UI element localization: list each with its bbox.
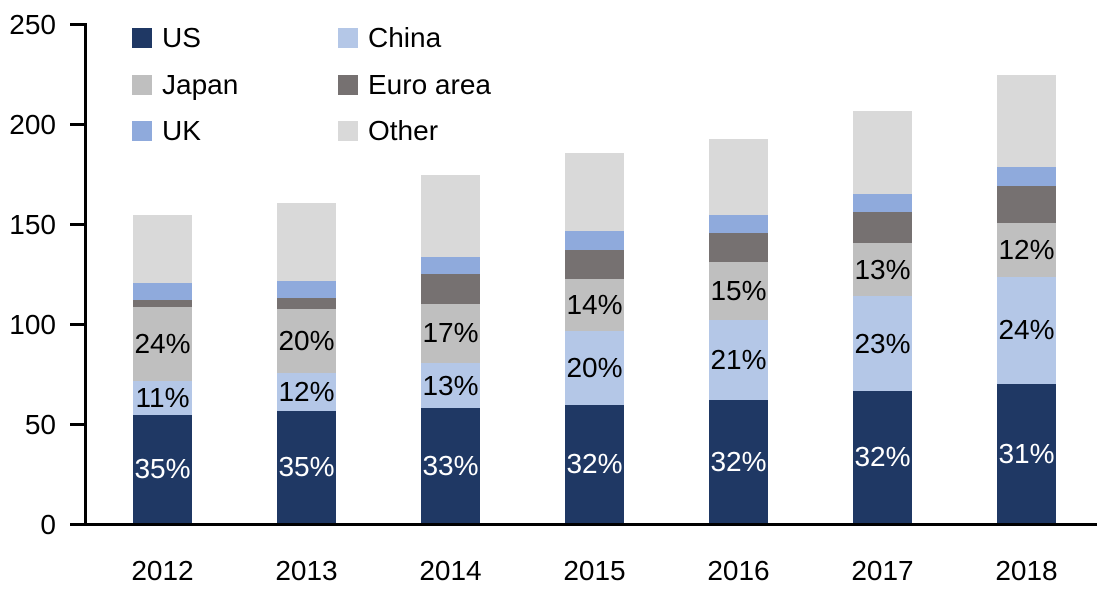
bar-segment-2012-japan <box>133 307 192 382</box>
bar-segment-2013-china <box>277 372 336 411</box>
bar-segment-2014-us <box>421 408 480 523</box>
segment-label-2015-us: 32% <box>566 447 623 479</box>
x-axis-category-label: 2014 <box>419 555 482 586</box>
segment-label-2016-japan: 15% <box>710 274 767 306</box>
segment-label-2018-china: 24% <box>998 314 1055 346</box>
bar-segment-2015-japan <box>565 278 624 331</box>
y-axis-tick <box>70 23 87 26</box>
bar-segment-2018-other <box>997 75 1056 167</box>
legend-label-euro-area: Euro area <box>368 69 491 100</box>
segment-label-2014-us: 33% <box>422 449 479 481</box>
bar-segment-2015-us <box>565 404 624 523</box>
bar-segment-2015-uk <box>565 231 624 251</box>
segment-label-2014-japan: 17% <box>422 317 479 349</box>
bar-segment-2017-uk <box>853 194 912 212</box>
bar-segment-2016-other <box>709 139 768 216</box>
bar-segment-2018-uk <box>997 166 1056 187</box>
segment-label-2015-japan: 14% <box>566 288 623 320</box>
legend-swatch-us <box>132 28 152 48</box>
bar-segment-2018-japan <box>997 222 1056 277</box>
segment-label-2017-japan: 13% <box>854 253 911 285</box>
bar-segment-2015-china <box>565 330 624 405</box>
bar-segment-2013-euro-area <box>277 298 336 309</box>
y-axis-tick-label: 0 <box>40 509 56 540</box>
bar-segment-2012-us <box>133 415 192 523</box>
bar-segment-2012-china <box>133 381 192 416</box>
x-axis-category-label: 2013 <box>275 555 338 586</box>
legend-label-china: China <box>368 22 442 53</box>
bar-segment-2016-uk <box>709 215 768 233</box>
bar-segment-2016-china <box>709 319 768 401</box>
bar-segment-2017-euro-area <box>853 211 912 243</box>
legend-swatch-china <box>338 28 358 48</box>
bar-segment-2014-other <box>421 175 480 258</box>
bar-segment-2018-china <box>997 276 1056 385</box>
x-axis-category-label: 2012 <box>131 555 194 586</box>
x-axis-category-label: 2018 <box>995 555 1058 586</box>
bar-segment-2018-us <box>997 384 1056 523</box>
y-axis-tick <box>70 423 87 426</box>
legend-label-us: US <box>162 22 201 53</box>
legend-label-japan: Japan <box>162 69 239 100</box>
segment-label-2013-us: 35% <box>278 451 335 482</box>
legend-swatch-japan <box>132 75 152 95</box>
bar-segment-2018-euro-area <box>997 186 1056 223</box>
bar-segment-2016-euro-area <box>709 232 768 262</box>
bar-segment-2012-uk <box>133 283 192 300</box>
bar-segment-2013-japan <box>277 308 336 373</box>
segment-label-2013-china: 12% <box>278 375 335 407</box>
legend-swatch-other <box>338 121 358 141</box>
x-axis-line <box>70 523 1097 526</box>
bar-segment-2016-us <box>709 400 768 523</box>
segment-label-2013-japan: 20% <box>278 324 335 356</box>
y-axis-tick <box>70 123 87 126</box>
bar-segment-2013-other <box>277 203 336 282</box>
x-axis-category-label: 2017 <box>851 555 914 586</box>
bar-segment-2015-other <box>565 153 624 232</box>
bar-segment-2012-other <box>133 215 192 284</box>
segment-label-2018-japan: 12% <box>998 233 1055 265</box>
x-axis-category-label: 2016 <box>707 555 770 586</box>
y-axis-tick-label: 100 <box>9 309 56 340</box>
bar-segment-2017-other <box>853 111 912 194</box>
y-axis-tick-label: 250 <box>9 9 56 40</box>
bar-segment-2017-japan <box>853 242 912 297</box>
segment-label-2017-china: 23% <box>854 327 911 359</box>
legend-label-uk: UK <box>162 115 201 146</box>
segment-label-2015-china: 20% <box>566 351 623 383</box>
legend-swatch-euro-area <box>338 75 358 95</box>
bar-segment-2014-uk <box>421 257 480 274</box>
bar-segment-2014-japan <box>421 303 480 363</box>
y-axis-tick <box>70 223 87 226</box>
segment-label-2014-china: 13% <box>422 369 479 401</box>
bar-segment-2013-us <box>277 411 336 523</box>
bar-segment-2016-japan <box>709 262 768 320</box>
bar-segment-2017-us <box>853 391 912 523</box>
x-axis-category-label: 2015 <box>563 555 626 586</box>
y-axis-tick-label: 200 <box>9 109 56 140</box>
segment-label-2016-china: 21% <box>710 343 767 375</box>
segment-label-2012-china: 11% <box>135 382 190 414</box>
segment-label-2012-us: 35% <box>134 453 191 485</box>
bar-segment-2013-uk <box>277 281 336 299</box>
legend-label-other: Other <box>368 115 439 146</box>
bar-segment-2012-euro-area <box>133 300 192 308</box>
y-axis-tick <box>70 323 87 326</box>
y-axis-line <box>84 23 87 526</box>
bar-segment-2014-china <box>421 363 480 409</box>
segment-label-2016-us: 32% <box>710 445 767 477</box>
legend-swatch-uk <box>132 121 152 141</box>
bar-segment-2014-euro-area <box>421 273 480 304</box>
segment-label-2018-us: 31% <box>998 437 1055 469</box>
bar-segment-2017-china <box>853 296 912 392</box>
segment-label-2012-japan: 24% <box>134 328 191 360</box>
bar-segment-2015-euro-area <box>565 250 624 279</box>
y-axis-tick-label: 50 <box>24 409 56 440</box>
segment-label-2017-us: 32% <box>854 441 911 473</box>
y-axis-tick-label: 150 <box>9 209 56 240</box>
